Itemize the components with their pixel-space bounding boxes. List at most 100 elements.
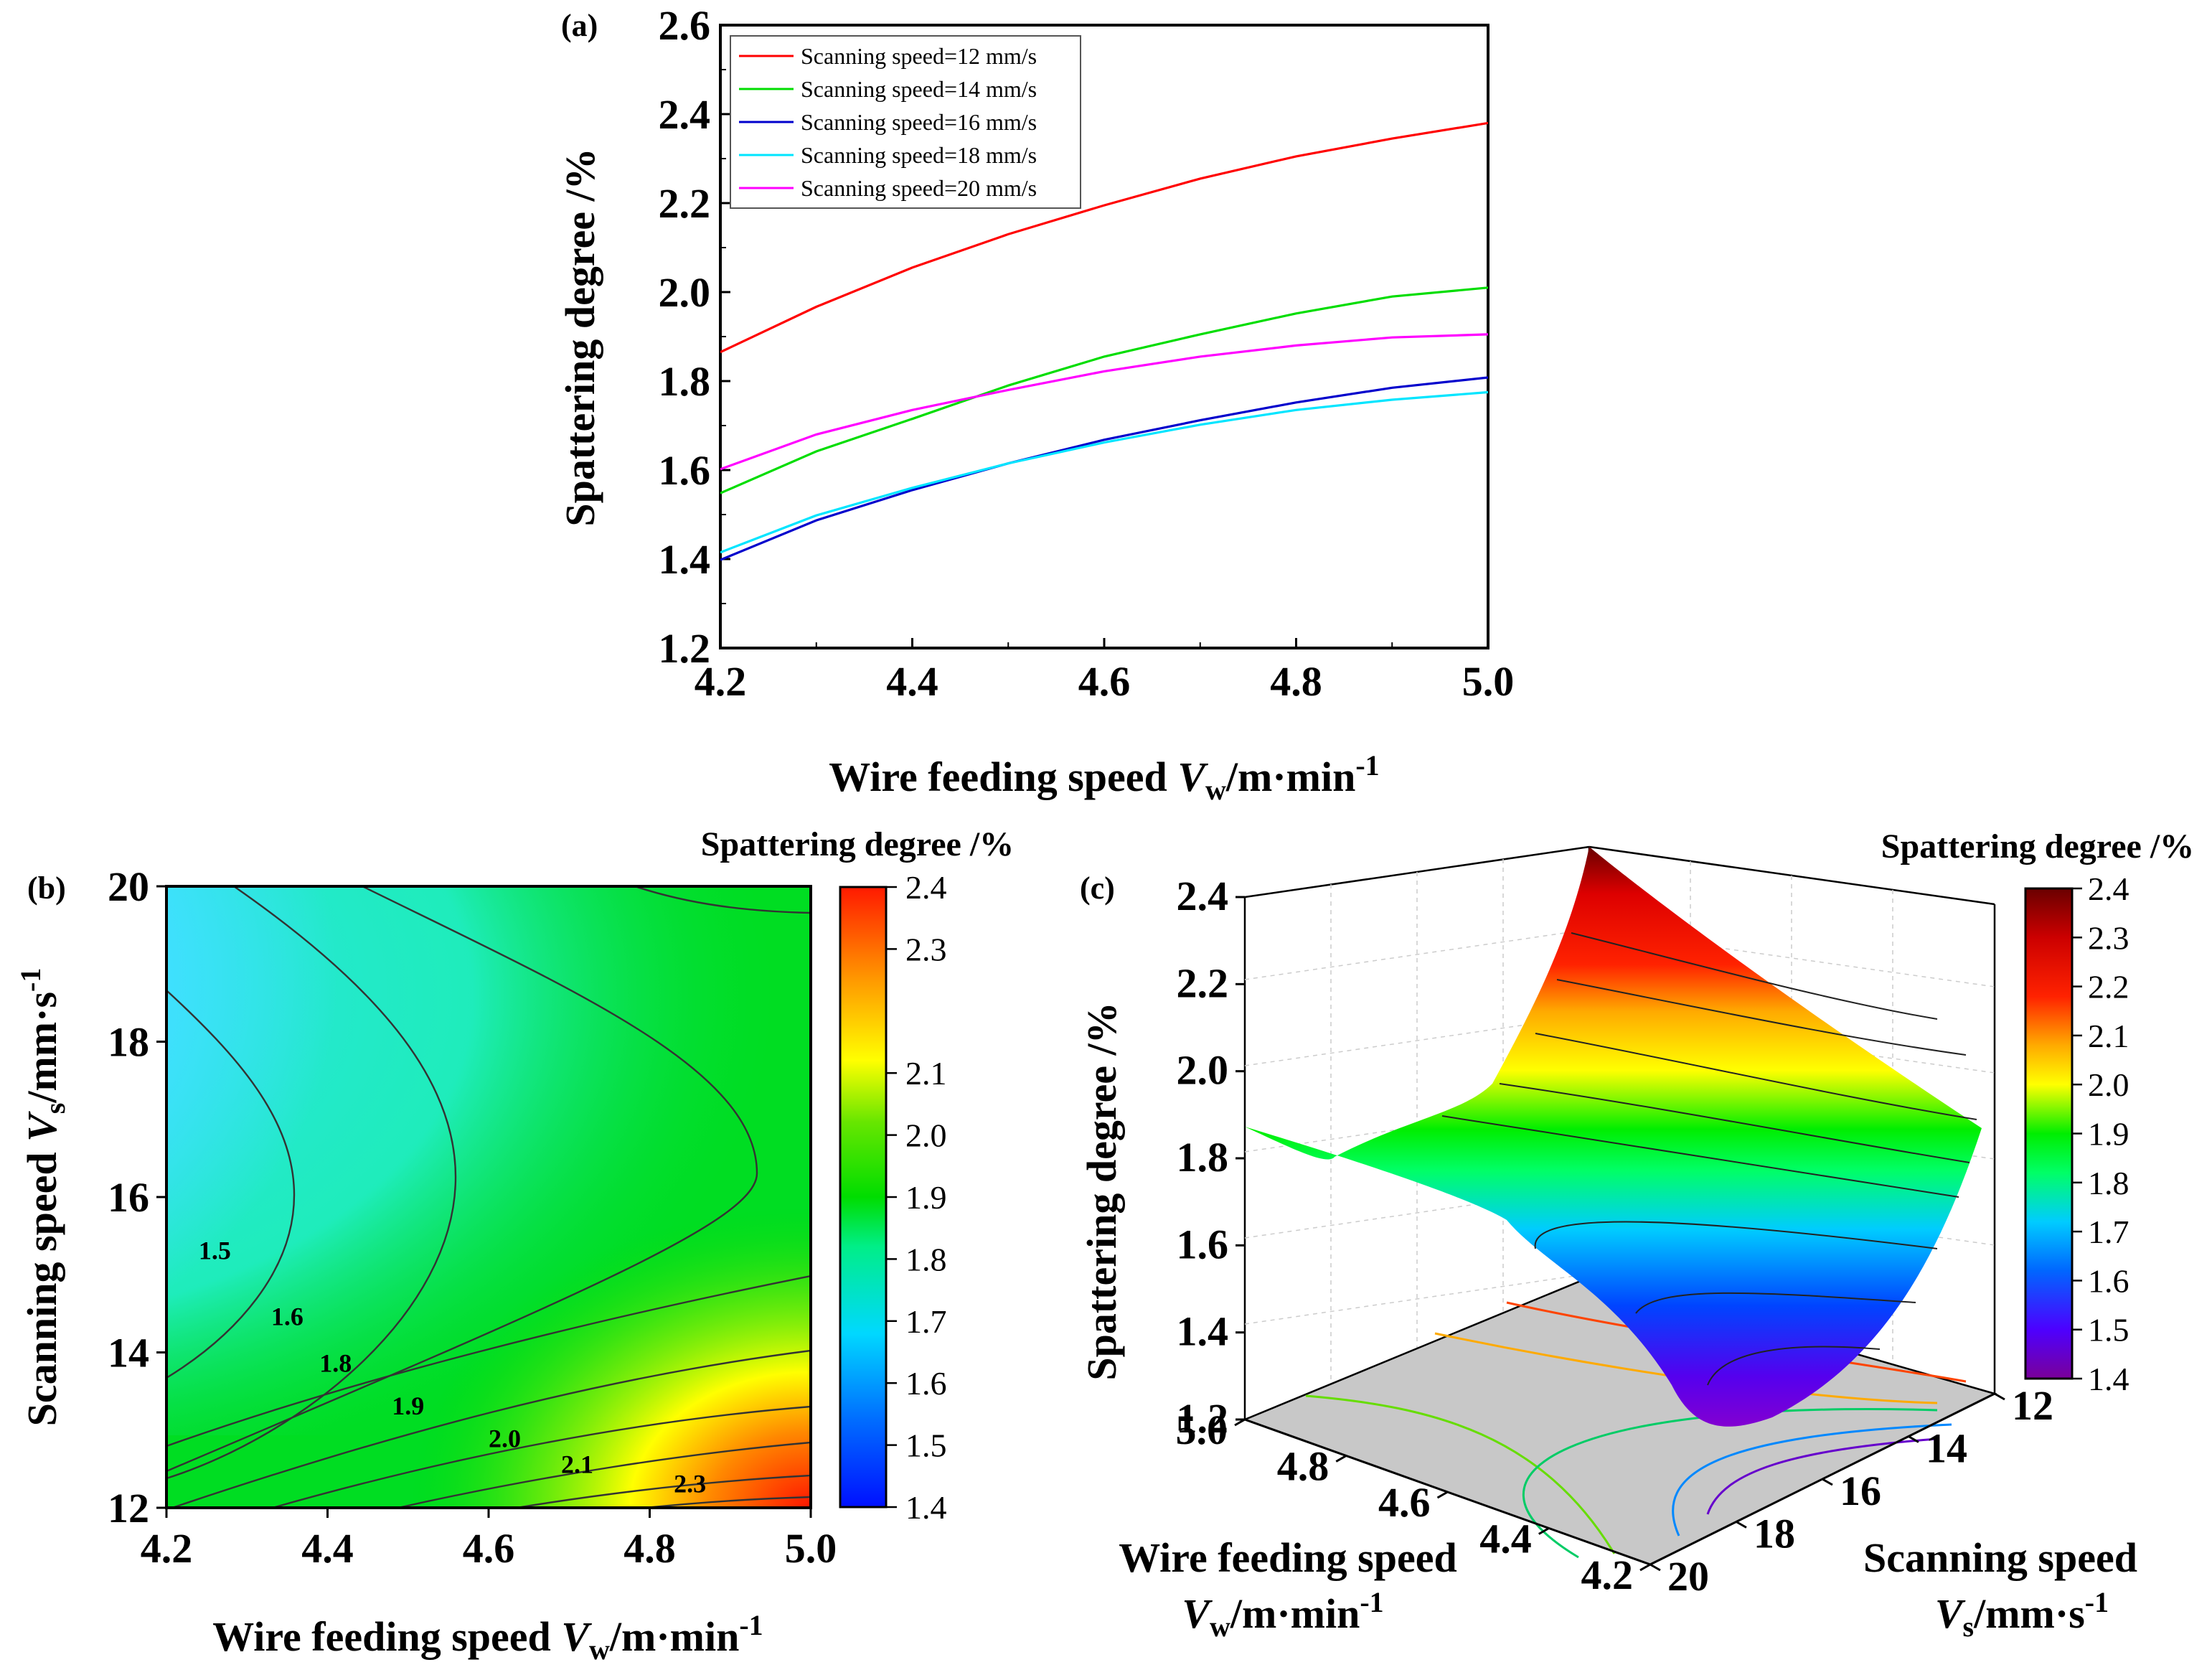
colorbar-tick-label: 2.2 bbox=[2088, 969, 2129, 1005]
series-line bbox=[720, 121, 1488, 354]
contour-line bbox=[397, 1441, 811, 1508]
floor-contour bbox=[1305, 1394, 1616, 1554]
y-tick-label: 2.4 bbox=[659, 91, 711, 138]
y-tick-label: 2.6 bbox=[659, 2, 711, 49]
surface-contour bbox=[1635, 1292, 1916, 1314]
wire-tick-mark bbox=[1538, 1527, 1550, 1535]
z-tick-label: 1.4 bbox=[1177, 1308, 1229, 1355]
colorbar-tick-label: 1.7 bbox=[905, 1303, 947, 1340]
series-line bbox=[720, 286, 1488, 494]
colorbar-tick-label: 2.0 bbox=[2088, 1066, 2129, 1103]
contour-line bbox=[171, 1349, 811, 1508]
colorbar-tick-label: 1.8 bbox=[905, 1241, 947, 1277]
y-tick-label: 1.4 bbox=[659, 536, 711, 583]
panel-b-y-title: Scanning speed Vs/mm·s-1 bbox=[14, 968, 71, 1427]
panel-c-colorbar bbox=[2024, 887, 2074, 1380]
panel-b-label: (b) bbox=[27, 871, 66, 906]
colorbar-tick-label: 1.4 bbox=[2088, 1361, 2129, 1397]
wire-tick-mark bbox=[1234, 1418, 1246, 1427]
x-tick-label: 4.2 bbox=[695, 658, 747, 705]
contour-line bbox=[166, 1275, 811, 1448]
scan-tick-label: 18 bbox=[1754, 1511, 1795, 1557]
wire-tick-mark bbox=[1639, 1563, 1651, 1572]
panel-c-z-title: Spattering degree /% bbox=[1078, 1002, 1125, 1380]
wire-tick-mark bbox=[1335, 1455, 1347, 1463]
wire-tick-mark bbox=[1436, 1491, 1449, 1499]
colorbar-tick-label: 1.9 bbox=[905, 1179, 947, 1216]
panel-c-colorbar-title: Spattering degree /% bbox=[1881, 827, 2194, 865]
contour-label: 1.5 bbox=[199, 1237, 231, 1265]
colorbar-tick-label: 1.4 bbox=[905, 1489, 947, 1526]
x-tick-label: 4.8 bbox=[623, 1525, 676, 1572]
panel-b-heatmap: 1.5 1.6 1.8 1.9 2.0 2.1 2.3 bbox=[166, 886, 811, 1508]
panel-c-scan-title: Scanning speed bbox=[1863, 1534, 2137, 1581]
surface-contour bbox=[1441, 1115, 1959, 1198]
panel-c-wire-title: Wire feeding speed bbox=[1119, 1534, 1457, 1581]
panel-c-colorbar-ticks: 1.4 1.5 1.6 1.7 1.8 1.9 2.0 2.1 2.2 2.3 2.4 bbox=[2072, 871, 2129, 1397]
colorbar-tick-label: 2.0 bbox=[905, 1117, 947, 1154]
floor-contour bbox=[1522, 1408, 1938, 1559]
panel-a-line-chart: (a) 1.2 1.4 1.6 1.8 2.0 2.2 2.4 2.6 4.2 4.4 4.6 4.8… bbox=[557, 2, 1514, 806]
panel-b-colorbar bbox=[839, 886, 888, 1509]
y-tick-label: 1.6 bbox=[659, 447, 711, 494]
contour-line bbox=[166, 990, 296, 1379]
x-tick-label: 5.0 bbox=[1462, 658, 1515, 705]
series-line bbox=[720, 376, 1488, 561]
z-tick-label: 1.8 bbox=[1177, 1134, 1229, 1181]
wire-tick-label: 4.6 bbox=[1378, 1479, 1431, 1526]
colorbar-tick-label: 2.4 bbox=[2088, 871, 2129, 907]
colorbar-tick-label: 1.8 bbox=[2088, 1165, 2129, 1201]
panel-a-y-title: Spattering degree /% bbox=[557, 148, 603, 526]
contour-label: 1.8 bbox=[319, 1349, 352, 1378]
series-line bbox=[720, 390, 1488, 554]
contour-label: 1.6 bbox=[271, 1303, 303, 1331]
contour-lines bbox=[166, 886, 811, 1508]
contour-line bbox=[645, 1496, 811, 1508]
y-tick-label: 16 bbox=[108, 1174, 149, 1221]
wire-tick-label: 5.0 bbox=[1176, 1407, 1228, 1453]
panel-c-surface-plot: (c) bbox=[1078, 827, 2194, 1643]
z-tick-label: 2.0 bbox=[1177, 1047, 1229, 1094]
floor-contour bbox=[1672, 1423, 1952, 1536]
contour-line bbox=[634, 886, 811, 914]
wire-tick-label: 4.2 bbox=[1581, 1552, 1634, 1598]
colorbar-tick-label: 2.1 bbox=[905, 1055, 947, 1092]
panel-a-ticks: 1.2 1.4 1.6 1.8 2.0 2.2 2.4 2.6 4.2 4.4 4.6 4.8 5.0 bbox=[659, 2, 1515, 705]
y-tick-label: 12 bbox=[108, 1485, 149, 1531]
scan-tick-mark bbox=[1736, 1521, 1747, 1529]
z-tick-label: 2.2 bbox=[1177, 960, 1229, 1006]
wire-tick-label: 4.8 bbox=[1277, 1443, 1329, 1490]
surface-contour bbox=[1499, 1083, 1970, 1163]
y-tick-label: 1.2 bbox=[659, 625, 711, 672]
z-tick-label: 1.6 bbox=[1177, 1221, 1229, 1267]
scan-tick-mark bbox=[1649, 1563, 1661, 1572]
legend-entry: Scanning speed=16 mm/s bbox=[801, 109, 1037, 135]
y-tick-label: 20 bbox=[108, 863, 149, 910]
contour-line bbox=[272, 1405, 811, 1508]
series-line bbox=[720, 333, 1488, 471]
colorbar-tick-label: 1.5 bbox=[905, 1427, 947, 1464]
y-tick-label: 14 bbox=[108, 1330, 149, 1376]
colorbar-tick-label: 2.3 bbox=[2088, 919, 2129, 956]
wire-tick-label: 4.4 bbox=[1479, 1516, 1532, 1562]
x-tick-label: 4.6 bbox=[1078, 658, 1131, 705]
surface-contour bbox=[1535, 1033, 1977, 1120]
legend-entry: Scanning speed=14 mm/s bbox=[801, 76, 1037, 102]
surface-contour bbox=[1556, 979, 1967, 1056]
legend-entry: Scanning speed=18 mm/s bbox=[801, 142, 1037, 168]
scan-tick-label: 12 bbox=[2012, 1382, 2053, 1429]
colorbar-tick-label: 2.1 bbox=[2088, 1018, 2129, 1054]
panel-b-colorbar-ticks: 1.4 1.5 1.6 1.7 1.8 1.9 2.0 2.1 2.3 2.4 bbox=[886, 869, 947, 1526]
colorbar-tick-label: 1.9 bbox=[2088, 1116, 2129, 1153]
contour-labels: 1.5 1.6 1.8 1.9 2.0 2.1 2.3 bbox=[199, 1237, 706, 1498]
x-tick-label: 4.4 bbox=[301, 1525, 354, 1572]
surface-contour bbox=[1534, 1221, 1938, 1249]
z-tick-label: 1.2 bbox=[1177, 1395, 1229, 1442]
colorbar-tick-label: 1.6 bbox=[2088, 1262, 2129, 1299]
contour-label: 1.9 bbox=[392, 1392, 424, 1420]
panel-b-ticks: 4.2 4.4 4.6 4.8 5.0 12 14 16 18 20 bbox=[108, 863, 837, 1572]
legend-entry: Scanning speed=20 mm/s bbox=[801, 175, 1037, 201]
contour-label: 2.0 bbox=[489, 1425, 521, 1453]
x-tick-label: 4.4 bbox=[886, 658, 938, 705]
contour-label: 2.3 bbox=[674, 1469, 706, 1498]
